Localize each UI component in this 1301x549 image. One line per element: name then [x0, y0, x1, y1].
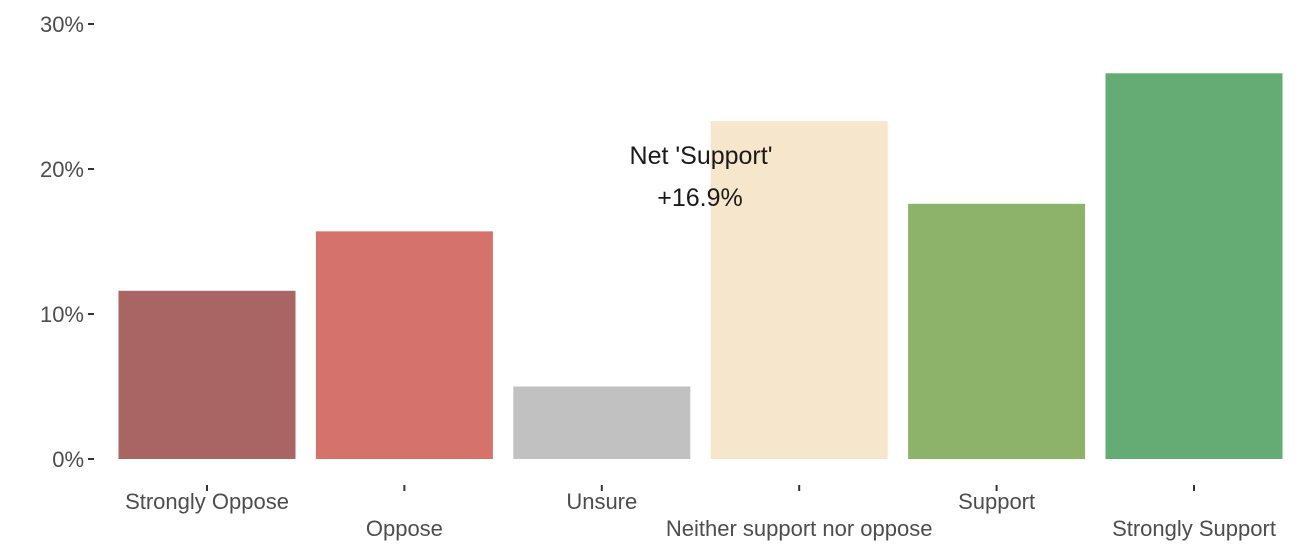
bar: [118, 290, 296, 459]
y-tick-label: 0%: [52, 447, 84, 472]
x-tick-label: Unsure: [566, 489, 637, 514]
annotation-line-1: Net 'Support': [630, 142, 773, 170]
bars-group: [118, 73, 1283, 460]
bar: [908, 203, 1086, 459]
y-tick-label: 10%: [40, 302, 84, 327]
y-axis: 0% 10% 20% 30%: [40, 12, 94, 472]
x-tick-label: Neither support nor oppose: [666, 516, 933, 541]
x-tick-label: Strongly Support: [1112, 516, 1276, 541]
x-tick-label: Strongly Oppose: [125, 489, 289, 514]
annotation-line-2: +16.9%: [657, 184, 743, 212]
bar: [315, 231, 493, 459]
x-tick-label: Support: [958, 489, 1035, 514]
bar: [1105, 73, 1283, 460]
y-tick-label: 30%: [40, 12, 84, 37]
x-axis: Strongly Oppose Oppose Unsure Neither suppo…: [125, 485, 1276, 541]
y-tick-label: 20%: [40, 157, 84, 182]
net-support-annotation: Net 'Support' +16.9%: [630, 142, 773, 212]
bar: [513, 386, 691, 459]
bar: [710, 121, 888, 460]
x-tick-label: Oppose: [366, 516, 443, 541]
